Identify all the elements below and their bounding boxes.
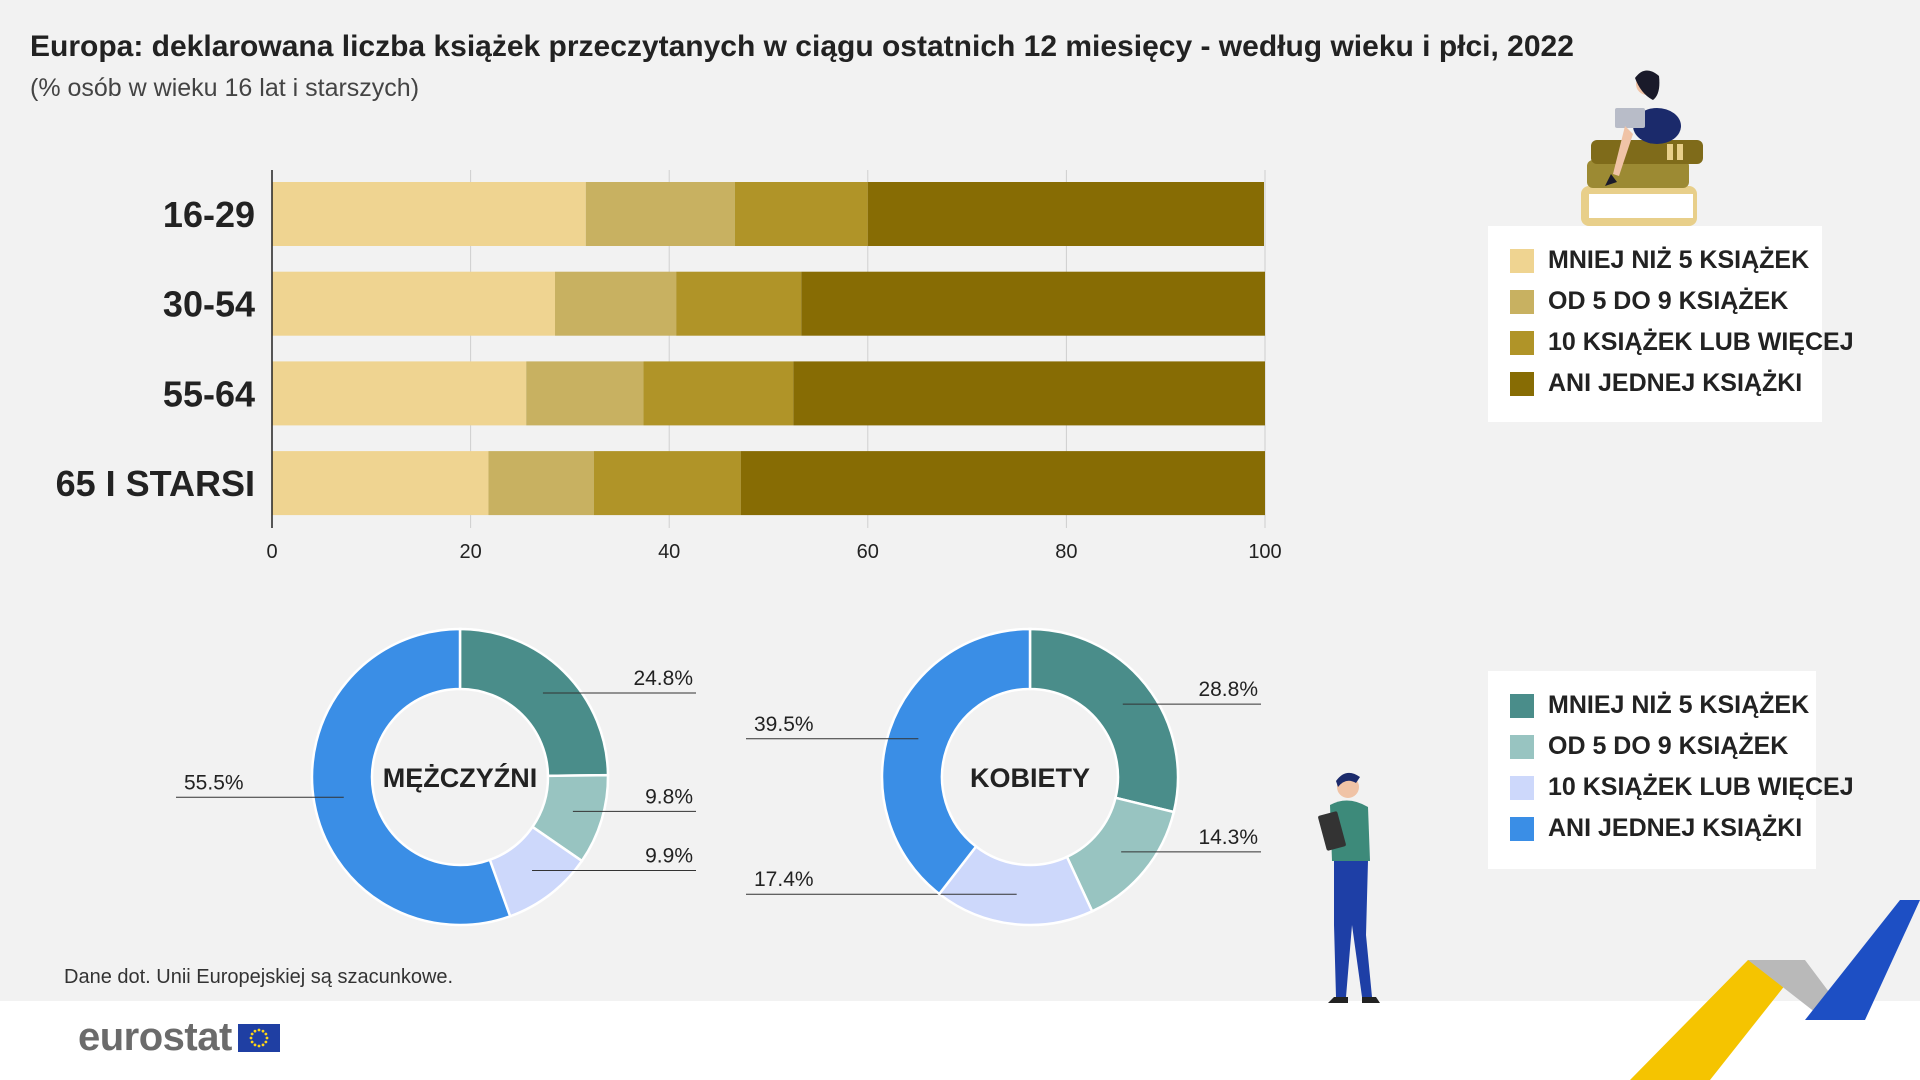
footnote: Dane dot. Unii Europejskiej są szacunkow… xyxy=(64,966,454,988)
chart-subtitle: (% osób w wieku 16 lat i starszych) xyxy=(30,74,420,102)
legend-item: ANI JEDNEJ KSIĄŻKI xyxy=(1510,808,1802,849)
bar-segment xyxy=(593,451,741,516)
eurostat-logo: eurostat xyxy=(78,1015,280,1060)
category-label: 65 I STARSI xyxy=(56,463,255,504)
legend-label: OD 5 DO 9 KSIĄŻEK xyxy=(1548,287,1789,315)
donut-label-group: 55.5% xyxy=(176,771,344,798)
donut-legend: MNIEJ NIŻ 5 KSIĄŻEK OD 5 DO 9 KSIĄŻEK 10 K… xyxy=(1488,671,1854,869)
category-label: 55-64 xyxy=(163,373,255,414)
donut-slice xyxy=(310,627,512,927)
legend-swatch xyxy=(1510,330,1534,355)
decorative-stripes xyxy=(1630,900,1920,1080)
legend-swatch xyxy=(1510,775,1534,800)
donut-slice xyxy=(880,627,1032,896)
legend-swatch xyxy=(1510,248,1534,273)
legend-item: OD 5 DO 9 KSIĄŻEK xyxy=(1510,726,1798,767)
legend-label: MNIEJ NIŻ 5 KSIĄŻEK xyxy=(1548,246,1810,274)
bar-segment xyxy=(488,451,594,516)
percent-label: 17.4% xyxy=(754,868,814,891)
bar-row: 65 I STARSI xyxy=(56,451,1265,516)
donut-center-label: MĘŻCZYŹNI xyxy=(383,762,538,793)
bar-segment xyxy=(793,361,1265,426)
legend-item: OD 5 DO 9 KSIĄŻEK xyxy=(1510,281,1804,322)
x-tick-label: 60 xyxy=(857,541,879,563)
bar-segment xyxy=(272,182,586,246)
donut-slice xyxy=(1028,627,1180,814)
percent-label: 9.8% xyxy=(645,785,693,808)
donut-slice xyxy=(458,627,610,778)
bar-segment xyxy=(555,271,677,336)
legend-label: ANI JEDNEJ KSIĄŻKI xyxy=(1548,369,1803,397)
donut-chart-women: 28.8% 14.3% 17.4% 39.5% KOBIETY xyxy=(746,627,1261,927)
bar-row: 55-64 xyxy=(163,361,1265,426)
bar-segment xyxy=(734,182,868,246)
stacked-bar-chart: 16-29 30-54 55-64 65 I STARSI 0 20 40 60 80 100 xyxy=(56,170,1282,563)
percent-label: 28.8% xyxy=(1198,678,1258,701)
legend-swatch xyxy=(1510,816,1534,841)
chart-title: Europa: deklarowana liczba książek przec… xyxy=(30,30,1574,63)
legend-label: 10 KSIĄŻEK LUB WIĘCEJ xyxy=(1548,328,1854,356)
bar-segment xyxy=(740,451,1265,516)
percent-label: 14.3% xyxy=(1198,826,1258,849)
bar-segment xyxy=(585,182,735,246)
legend-item: 10 KSIĄŻEK LUB WIĘCEJ xyxy=(1510,322,1854,363)
legend-item: ANI JEDNEJ KSIĄŻKI xyxy=(1510,363,1804,404)
donut-label-group: 39.5% xyxy=(746,713,919,740)
bar-segment xyxy=(272,361,527,426)
bar-row: 30-54 xyxy=(163,271,1265,336)
donut-label-group: 17.4% xyxy=(746,868,1017,895)
donut-center-label: KOBIETY xyxy=(970,763,1090,793)
donut-label-group: 24.8% xyxy=(542,667,696,694)
percent-label: 24.8% xyxy=(633,667,693,690)
legend-item: 10 KSIĄŻEK LUB WIĘCEJ xyxy=(1510,767,1854,808)
legend-swatch xyxy=(1510,693,1534,718)
legend-swatch xyxy=(1510,289,1534,314)
bar-row: 16-29 xyxy=(163,182,1265,246)
person-illustration xyxy=(1318,772,1380,1003)
percent-label: 39.5% xyxy=(754,713,814,736)
bar-segment xyxy=(272,451,489,516)
donut-chart-men: 24.8% 9.8% 9.9% 55.5% MĘŻCZYŹNI xyxy=(176,627,696,927)
bar-segment xyxy=(867,182,1265,246)
percent-label: 55.5% xyxy=(184,771,244,794)
legend-label: OD 5 DO 9 KSIĄŻEK xyxy=(1548,732,1789,760)
legend-swatch xyxy=(1510,371,1534,396)
category-label: 30-54 xyxy=(163,284,255,325)
bar-segment xyxy=(526,361,644,426)
donut-label-group: 28.8% xyxy=(1122,678,1261,705)
x-tick-label: 20 xyxy=(459,541,481,563)
footer-band xyxy=(0,1001,1920,1080)
legend-label: MNIEJ NIŻ 5 KSIĄŻEK xyxy=(1548,691,1810,719)
bar-legend: MNIEJ NIŻ 5 KSIĄŻEK OD 5 DO 9 KSIĄŻEK 10 K… xyxy=(1488,226,1854,422)
legend-swatch xyxy=(1510,734,1534,759)
legend-item: MNIEJ NIŻ 5 KSIĄŻEK xyxy=(1510,685,1809,726)
bar-segment xyxy=(643,361,794,426)
legend-label: ANI JEDNEJ KSIĄŻKI xyxy=(1548,814,1803,842)
x-tick-label: 0 xyxy=(266,541,277,563)
percent-label: 9.9% xyxy=(645,844,693,867)
bar-segment xyxy=(272,271,556,336)
eu-flag-icon xyxy=(237,1023,280,1052)
bar-segment xyxy=(801,271,1265,336)
donut-label-group: 9.9% xyxy=(532,844,696,871)
x-tick-label: 100 xyxy=(1248,541,1281,563)
bar-segment xyxy=(676,271,802,336)
donut-label-group: 14.3% xyxy=(1121,826,1261,853)
category-label: 16-29 xyxy=(163,194,255,235)
reader-illustration xyxy=(1581,70,1703,226)
x-tick-label: 80 xyxy=(1055,541,1077,563)
donut-label-group: 9.8% xyxy=(572,785,696,812)
legend-label: 10 KSIĄŻEK LUB WIĘCEJ xyxy=(1548,773,1854,801)
logo-wordmark: eurostat xyxy=(78,1015,232,1059)
legend-item: MNIEJ NIŻ 5 KSIĄŻEK xyxy=(1510,240,1809,281)
x-tick-label: 40 xyxy=(658,541,680,563)
